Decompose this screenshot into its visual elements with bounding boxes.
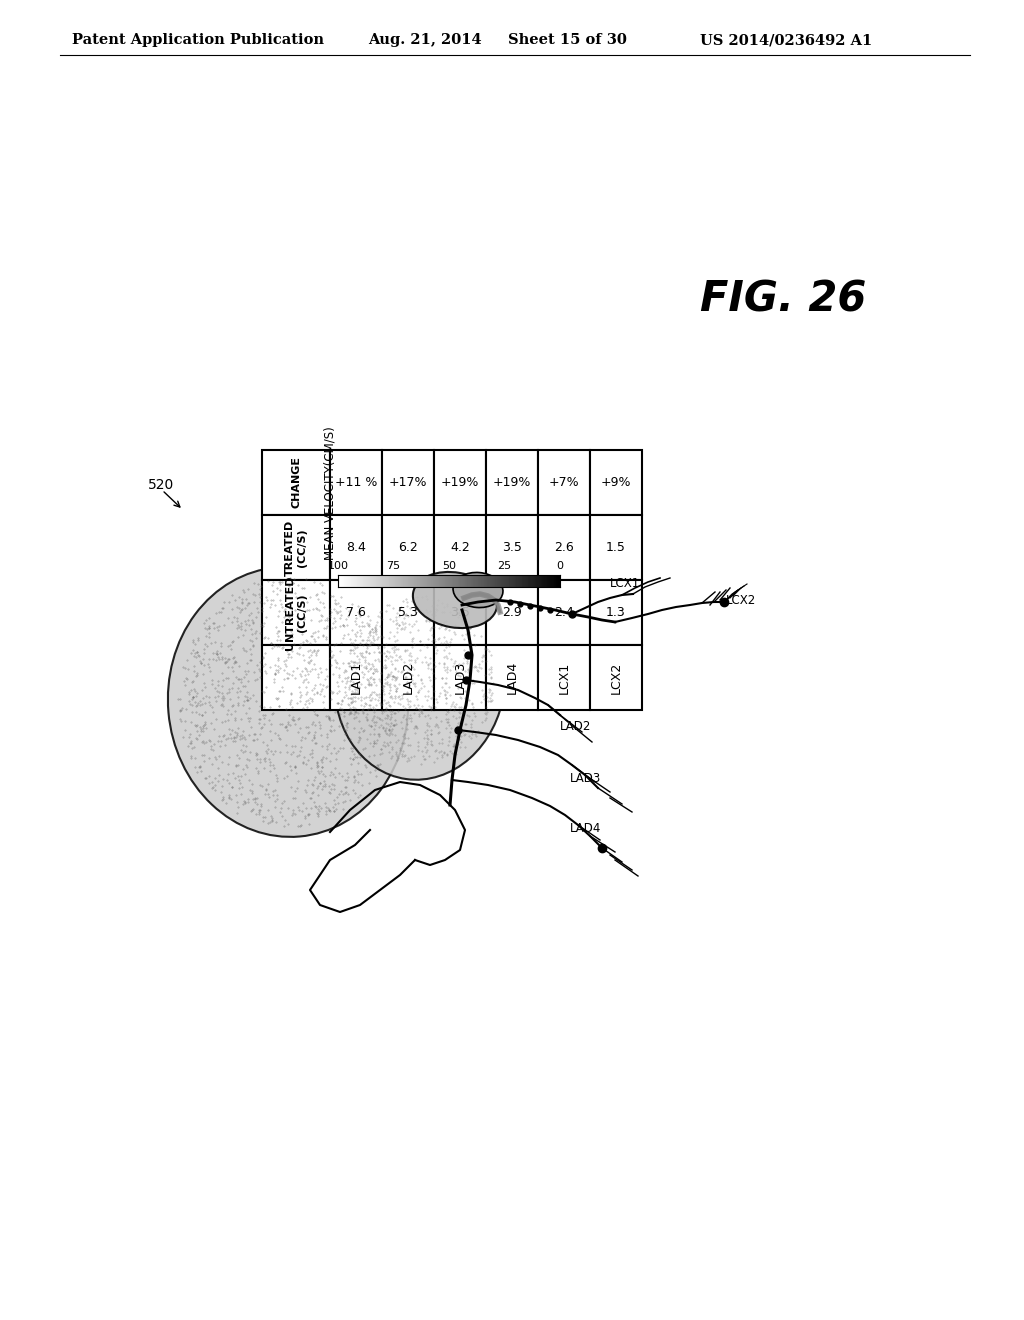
Text: 25: 25: [498, 561, 512, 572]
Text: 0: 0: [556, 561, 563, 572]
Text: 1.3: 1.3: [606, 606, 626, 619]
Text: 100: 100: [328, 561, 348, 572]
Bar: [262, 515, 330, 579]
Text: LAD3: LAD3: [454, 661, 467, 694]
Ellipse shape: [335, 581, 505, 780]
Text: Sheet 15 of 30: Sheet 15 of 30: [508, 33, 627, 48]
Text: 1.5: 1.5: [606, 541, 626, 554]
Bar: [538, 450, 590, 515]
Text: UNTREATED
(CC/S): UNTREATED (CC/S): [286, 576, 307, 649]
Bar: [590, 515, 642, 579]
Text: LAD4: LAD4: [570, 822, 601, 836]
Bar: [330, 515, 382, 579]
Bar: [434, 450, 486, 515]
Text: FIG. 26: FIG. 26: [700, 279, 866, 321]
Text: +17%: +17%: [389, 477, 427, 488]
Text: LCX2: LCX2: [726, 594, 757, 606]
Text: +9%: +9%: [601, 477, 631, 488]
Text: LCX2: LCX2: [609, 661, 623, 693]
Bar: [330, 579, 382, 645]
Text: 2.9: 2.9: [502, 606, 522, 619]
Text: +11 %: +11 %: [335, 477, 377, 488]
Text: LCX1: LCX1: [610, 577, 640, 590]
Bar: [330, 450, 382, 515]
Bar: [434, 515, 486, 579]
Bar: [382, 515, 434, 579]
Bar: [486, 645, 538, 710]
Text: LCX1: LCX1: [557, 661, 570, 693]
Bar: [434, 579, 486, 645]
Text: +7%: +7%: [549, 477, 580, 488]
Bar: [262, 645, 330, 710]
Text: 5.3: 5.3: [398, 606, 418, 619]
Text: TREATED
(CC/S): TREATED (CC/S): [286, 519, 307, 576]
Ellipse shape: [413, 572, 497, 628]
Bar: [590, 450, 642, 515]
Bar: [382, 579, 434, 645]
Text: Patent Application Publication: Patent Application Publication: [72, 33, 324, 48]
Text: LAD3: LAD3: [570, 772, 601, 785]
Text: 3.5: 3.5: [502, 541, 522, 554]
Text: LAD1: LAD1: [349, 661, 362, 694]
Text: +19%: +19%: [493, 477, 531, 488]
Text: +19%: +19%: [440, 477, 479, 488]
Bar: [382, 450, 434, 515]
Bar: [538, 515, 590, 579]
Text: LAD2: LAD2: [401, 661, 415, 694]
Bar: [590, 579, 642, 645]
Bar: [486, 515, 538, 579]
Text: LAD4: LAD4: [506, 661, 518, 694]
Text: LAD2: LAD2: [560, 719, 592, 733]
Text: 3.5: 3.5: [451, 606, 470, 619]
Bar: [590, 645, 642, 710]
Bar: [262, 579, 330, 645]
Text: 75: 75: [386, 561, 400, 572]
Text: 7.6: 7.6: [346, 606, 366, 619]
Text: 50: 50: [442, 561, 456, 572]
Bar: [262, 450, 330, 515]
Text: CHANGE: CHANGE: [291, 457, 301, 508]
Text: MEAN VELOCITY(CM/S): MEAN VELOCITY(CM/S): [324, 426, 337, 560]
Bar: [330, 645, 382, 710]
Bar: [486, 450, 538, 515]
Text: Aug. 21, 2014: Aug. 21, 2014: [368, 33, 481, 48]
Ellipse shape: [168, 568, 409, 837]
Text: US 2014/0236492 A1: US 2014/0236492 A1: [700, 33, 872, 48]
Text: 8.4: 8.4: [346, 541, 366, 554]
Ellipse shape: [453, 573, 503, 607]
Bar: [486, 579, 538, 645]
Bar: [538, 579, 590, 645]
Text: 520: 520: [148, 478, 174, 492]
Text: 2.4: 2.4: [554, 606, 573, 619]
Bar: [434, 645, 486, 710]
Bar: [382, 645, 434, 710]
Text: 6.2: 6.2: [398, 541, 418, 554]
Text: 4.2: 4.2: [451, 541, 470, 554]
Bar: [538, 645, 590, 710]
Text: 2.6: 2.6: [554, 541, 573, 554]
